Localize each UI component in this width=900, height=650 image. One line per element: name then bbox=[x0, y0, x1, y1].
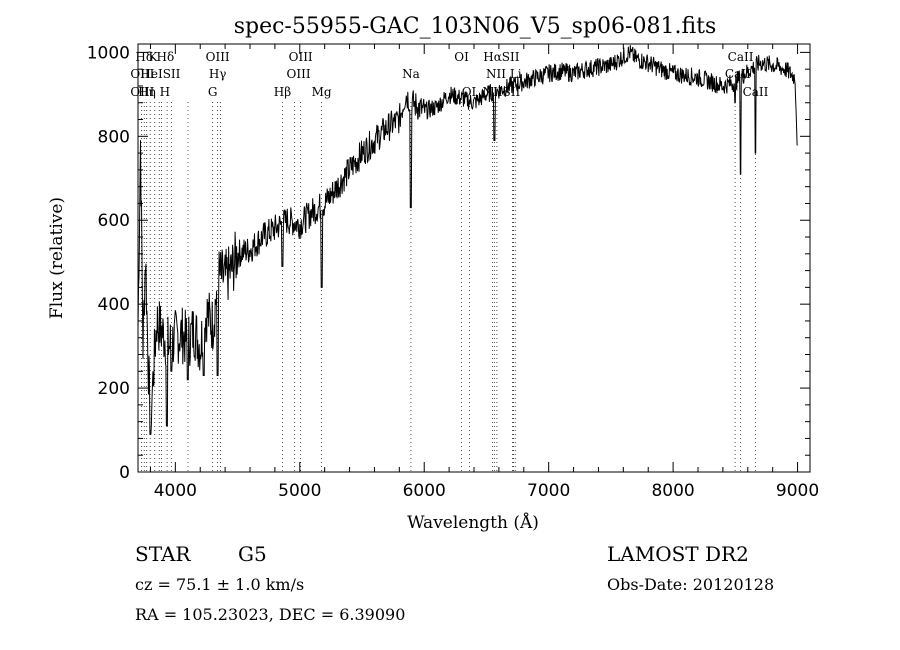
line-marker-label: Hγ bbox=[209, 67, 227, 81]
line-marker-label: K bbox=[148, 50, 158, 64]
line-marker-label: Mg bbox=[312, 85, 332, 99]
line-marker-label: OIII bbox=[289, 50, 313, 64]
line-marker-label: CaII bbox=[728, 50, 754, 64]
y-tick-label: 200 bbox=[98, 379, 130, 399]
x-tick-label: 6000 bbox=[403, 481, 446, 501]
y-tick-label: 800 bbox=[98, 127, 130, 147]
object-class: STAR bbox=[135, 542, 191, 566]
line-marker-label: NII Li bbox=[486, 67, 522, 81]
spectrum-line bbox=[137, 45, 798, 435]
line-marker-label: Hβ bbox=[274, 85, 291, 99]
line-marker-label: OIII bbox=[130, 67, 154, 81]
x-tick-label: 5000 bbox=[278, 481, 321, 501]
x-tick-label: 9000 bbox=[776, 481, 819, 501]
y-tick-label: 600 bbox=[98, 211, 130, 231]
line-marker-label: OIII bbox=[287, 67, 311, 81]
line-marker-label: Hη H bbox=[138, 85, 170, 99]
line-marker-label: Na bbox=[402, 67, 420, 81]
line-marker-label: OIII bbox=[206, 50, 230, 64]
line-marker-label: OIII bbox=[130, 85, 154, 99]
x-tick-label: 8000 bbox=[651, 481, 694, 501]
y-axis-ticks: 0 200 400 600 800 1000 bbox=[87, 43, 810, 483]
line-marker-label: HeISII bbox=[140, 67, 180, 81]
y-tick-label: 1000 bbox=[87, 43, 130, 63]
observation-date: Obs-Date: 20120128 bbox=[607, 575, 775, 594]
x-axis-ticks: 4000 5000 6000 7000 8000 9000 bbox=[149, 44, 819, 501]
line-marker-label: HαSII bbox=[483, 50, 520, 64]
chart-title: spec-55955-GAC_103N06_V5_sp06-081.fits bbox=[234, 14, 717, 39]
spectral-line-markers bbox=[141, 102, 756, 472]
x-tick-label: 4000 bbox=[154, 481, 197, 501]
coordinates: RA = 105.23023, DEC = 6.39090 bbox=[135, 605, 406, 624]
line-marker-label: Hδ bbox=[135, 50, 153, 64]
y-axis-label: Flux (relative) bbox=[47, 197, 67, 319]
redshift-value: cz = 75.1 ± 1.0 km/s bbox=[135, 575, 305, 594]
line-marker-label: OI bbox=[454, 50, 469, 64]
y-tick-label: 400 bbox=[98, 295, 130, 315]
line-marker-label: Hδ bbox=[157, 50, 175, 64]
x-axis-label: Wavelength (Å) bbox=[407, 512, 539, 533]
survey-name: LAMOST DR2 bbox=[607, 542, 749, 566]
line-marker-label: G bbox=[208, 85, 218, 99]
object-subclass: G5 bbox=[238, 542, 267, 566]
x-tick-label: 7000 bbox=[527, 481, 570, 501]
y-tick-label: 0 bbox=[119, 463, 130, 483]
